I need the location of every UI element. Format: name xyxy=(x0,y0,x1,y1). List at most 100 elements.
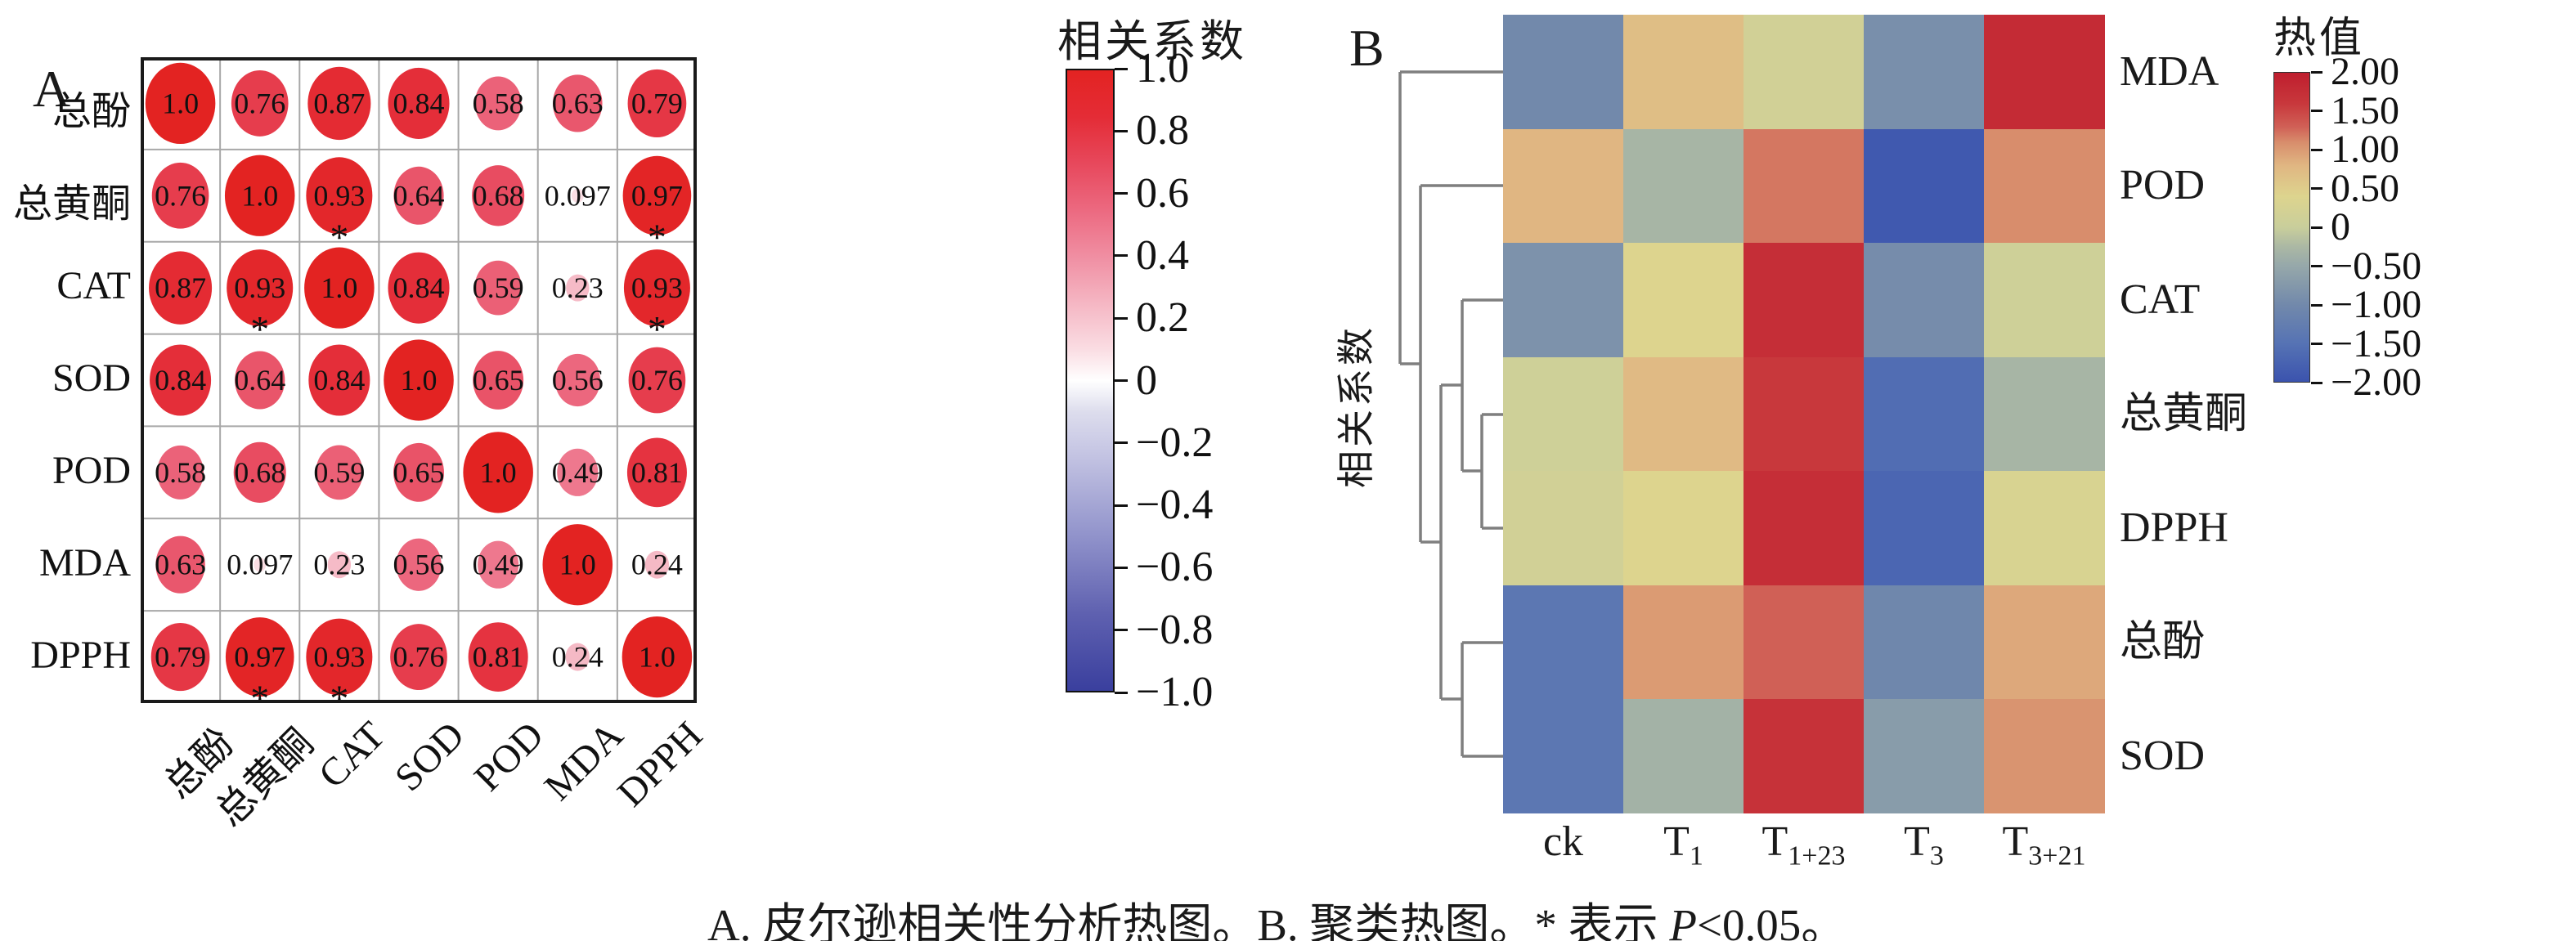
heat-colorbar xyxy=(2273,72,2310,383)
significance-star: * xyxy=(250,308,269,350)
heat-colorbar-tick-label: 2.00 xyxy=(2331,50,2399,93)
corr-cell-value: 0.84 xyxy=(393,87,445,119)
corr-cell-value: 0.79 xyxy=(155,641,206,674)
corr-row-label: 总酚 xyxy=(52,90,131,134)
correlation-matrix: 1.0 0.76 0.87 0.84 0.58 0.63 0.79 0.76 1.0 0.93 * 0… xyxy=(141,57,697,703)
heatmap-row-label: DPPH xyxy=(2120,504,2228,552)
col-label-base: T xyxy=(1761,818,1788,865)
corr-colorbar-tick xyxy=(1115,254,1128,258)
corr-cell-circle xyxy=(542,524,613,606)
heatmap-row-label: 总酚 xyxy=(2120,618,2206,665)
heatmap-cell xyxy=(1864,356,1985,472)
heatmap-cell xyxy=(1503,699,1624,814)
heatmap-cell xyxy=(1503,585,1624,700)
heat-colorbar-title: 热值 xyxy=(2273,16,2366,62)
corr-row-label: DPPH xyxy=(30,633,131,677)
heatmap-cell xyxy=(1864,128,1985,244)
corr-cell-value: 1.0 xyxy=(480,456,517,489)
corr-colorbar-tick-label: 0.4 xyxy=(1136,231,1189,279)
heatmap-row-label: 总黄酮 xyxy=(2120,390,2248,437)
corr-cell-circle xyxy=(384,339,454,421)
corr-cell-value: 0.49 xyxy=(552,456,604,489)
corr-colorbar-tick-label: −0.4 xyxy=(1136,482,1214,529)
corr-cell-circle xyxy=(390,624,447,690)
corr-colorbar-tick-label: 0.6 xyxy=(1136,169,1189,217)
corr-row-label: SOD xyxy=(52,356,131,400)
heat-colorbar-tick-label: 0 xyxy=(2331,205,2350,249)
corr-cell-circle xyxy=(150,344,212,416)
heatmap-cell xyxy=(1744,585,1865,700)
heatmap-cell xyxy=(1984,243,2105,358)
corr-cell-circle xyxy=(316,445,363,500)
corr-cell-circle xyxy=(396,538,442,591)
heatmap-col-label: ck xyxy=(1465,818,1662,866)
figure-caption: A. 皮尔逊相关性分析热图。B. 聚类热图。* 表示 P<0.05。 xyxy=(707,888,1846,941)
corr-cell-circle xyxy=(306,157,373,235)
corr-cell-value: 0.49 xyxy=(473,549,524,581)
heatmap-row-label: CAT xyxy=(2120,276,2201,323)
corr-cell-circle xyxy=(233,441,286,504)
corr-cell-value: 0.76 xyxy=(155,179,206,212)
corr-cell-circle xyxy=(474,260,522,316)
corr-cell-value: 0.97 xyxy=(631,179,683,212)
corr-cell-value: 0.64 xyxy=(393,179,445,212)
heatmap-cell xyxy=(1864,243,1985,358)
corr-cell-circle xyxy=(227,249,294,327)
heat-colorbar-tick xyxy=(2311,148,2322,151)
heatmap-cell xyxy=(1984,128,2105,244)
corr-colorbar-tick xyxy=(1115,691,1128,694)
caption-p-symbol: P xyxy=(1669,900,1698,941)
heat-colorbar-tick xyxy=(2311,265,2322,267)
corr-cell-circle xyxy=(306,618,373,696)
heat-colorbar-tick xyxy=(2311,303,2322,307)
corr-cell-value: 0.93 xyxy=(234,271,285,304)
heat-colorbar-tick-label: 1.00 xyxy=(2331,128,2399,171)
corr-colorbar-tick xyxy=(1115,629,1128,632)
col-label-subscript: 1 xyxy=(1689,840,1703,872)
corr-cell-circle xyxy=(626,437,687,508)
corr-colorbar-tick xyxy=(1115,67,1128,70)
corr-cell-circle xyxy=(304,247,375,329)
heatmap-row-label: MDA xyxy=(2120,47,2219,95)
heatmap-cell xyxy=(1984,699,2105,814)
corr-colorbar-tick-label: −0.8 xyxy=(1136,606,1214,653)
corr-cell-circle xyxy=(628,347,686,414)
heatmap-cell xyxy=(1984,15,2105,130)
corr-colorbar-tick-label: 1.0 xyxy=(1136,45,1189,92)
corr-cell-value: 0.84 xyxy=(393,271,445,304)
corr-cell-value: 0.58 xyxy=(155,456,206,489)
heatmap-cell xyxy=(1984,471,2105,586)
corr-row-label: CAT xyxy=(56,264,131,308)
heat-colorbar-tick xyxy=(2311,343,2322,345)
heatmap-cell xyxy=(1984,585,2105,700)
corr-cell-value: 0.87 xyxy=(313,87,365,119)
corr-cell-circle xyxy=(388,67,450,139)
corr-cell-circle xyxy=(644,550,670,579)
corr-cell-value: 0.24 xyxy=(631,549,683,581)
corr-cell-circle xyxy=(151,162,209,229)
heatmap-cell xyxy=(1503,356,1624,472)
corr-row-label: MDA xyxy=(38,540,131,585)
corr-cell-circle xyxy=(472,165,525,226)
corr-cell-value: 1.0 xyxy=(639,641,675,674)
corr-colorbar-tick-label: −1.0 xyxy=(1136,669,1214,715)
heat-colorbar-tick-label: −1.00 xyxy=(2331,283,2422,326)
corr-cell-value: 1.0 xyxy=(559,549,596,581)
col-label-base: ck xyxy=(1542,818,1584,865)
heat-colorbar-tick xyxy=(2311,381,2322,384)
corr-cell-circle xyxy=(474,76,522,131)
heatmap-cell xyxy=(1984,356,2105,472)
heatmap-cell xyxy=(1503,15,1624,130)
panel-a-label: A xyxy=(33,60,71,118)
corr-cell-value: 0.93 xyxy=(313,641,365,674)
corr-cell-circle xyxy=(254,558,267,572)
corr-cell-value: 0.65 xyxy=(393,456,445,489)
corr-cell-circle xyxy=(224,155,295,236)
heatmap-cell xyxy=(1744,356,1865,472)
corr-cell-circle xyxy=(150,622,210,692)
dendrogram-axis-label: 相关系数 xyxy=(1335,325,1377,488)
corr-cell-circle xyxy=(307,66,371,141)
heatmap-cell xyxy=(1623,128,1744,244)
corr-cell-circle xyxy=(557,448,599,496)
corr-cell-circle xyxy=(388,252,450,324)
